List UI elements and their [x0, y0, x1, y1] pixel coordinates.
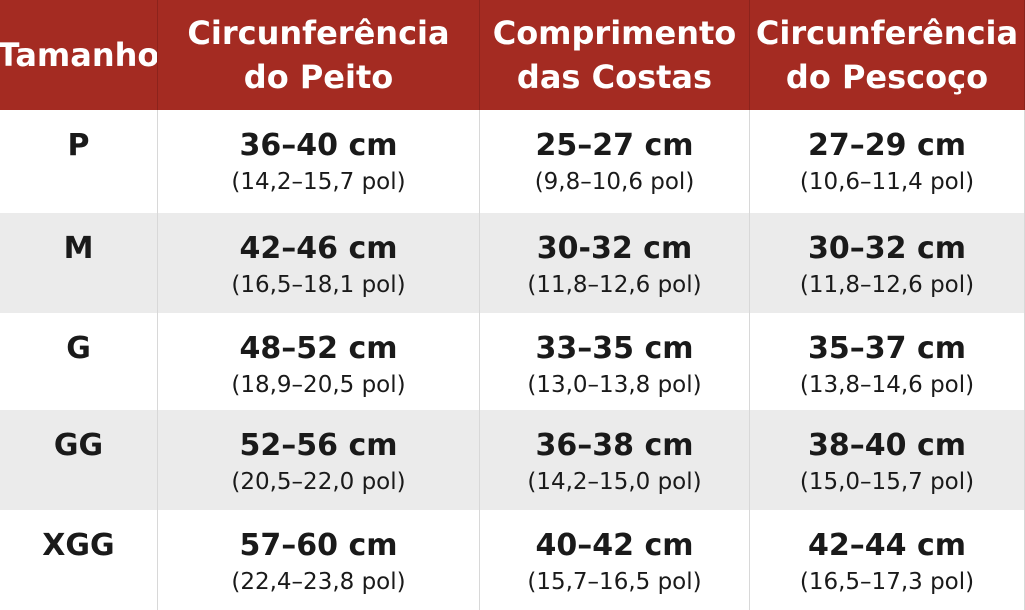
- measure-in: (13,0–13,8 pol): [527, 372, 702, 398]
- measure-cell: 38–40 cm (15,0–15,7 pol): [750, 410, 1025, 510]
- size-label: GG: [53, 428, 104, 463]
- header-text: do Pescoço: [785, 58, 989, 96]
- measure-in: (11,8–12,6 pol): [527, 272, 702, 298]
- measure-cm: 36–38 cm: [535, 428, 694, 463]
- measure-cell: 36–38 cm (14,2–15,0 pol): [480, 410, 750, 510]
- size-label: M: [63, 231, 94, 266]
- measure-cell: 27–29 cm (10,6–11,4 pol): [750, 110, 1025, 213]
- measure-cell: 42–46 cm (16,5–18,1 pol): [158, 213, 480, 313]
- measure-cm: 38–40 cm: [808, 428, 966, 463]
- header-text: Circunferência: [187, 14, 450, 52]
- measure-in: (15,7–16,5 pol): [527, 569, 702, 595]
- header-text: do Peito: [243, 58, 394, 96]
- size-cell: M: [0, 213, 158, 313]
- measure-cm: 30-32 cm: [536, 231, 693, 266]
- measure-in: (14,2–15,7 pol): [231, 169, 406, 195]
- measure-in: (18,9–20,5 pol): [231, 372, 406, 398]
- size-cell: GG: [0, 410, 158, 510]
- size-cell: XGG: [0, 510, 158, 610]
- measure-cm: 25–27 cm: [535, 128, 694, 163]
- header-text: das Costas: [516, 58, 713, 96]
- measure-in: (14,2–15,0 pol): [527, 469, 702, 495]
- measure-in: (22,4–23,8 pol): [231, 569, 406, 595]
- measure-cell: 57–60 cm (22,4–23,8 pol): [158, 510, 480, 610]
- measure-cell: 36–40 cm (14,2–15,7 pol): [158, 110, 480, 213]
- measure-cm: 27–29 cm: [808, 128, 966, 163]
- measure-cm: 30–32 cm: [808, 231, 966, 266]
- measure-cm: 42–44 cm: [808, 528, 966, 563]
- measure-cm: 33–35 cm: [535, 331, 694, 366]
- size-cell: P: [0, 110, 158, 213]
- measure-in: (15,0–15,7 pol): [799, 469, 975, 495]
- measure-cm: 42–46 cm: [239, 231, 398, 266]
- size-label: XGG: [42, 528, 115, 563]
- header-cell: Circunferência do Pescoço: [750, 0, 1025, 110]
- measure-in: (10,6–11,4 pol): [799, 169, 975, 195]
- measure-cell: 42–44 cm (16,5–17,3 pol): [750, 510, 1025, 610]
- measure-cell: 33–35 cm (13,0–13,8 pol): [480, 313, 750, 410]
- measure-in: (16,5–17,3 pol): [799, 569, 975, 595]
- measure-cm: 35–37 cm: [808, 331, 966, 366]
- measure-in: (9,8–10,6 pol): [534, 169, 695, 195]
- measure-cell: 52–56 cm (20,5–22,0 pol): [158, 410, 480, 510]
- measure-in: (13,8–14,6 pol): [799, 372, 975, 398]
- size-cell: G: [0, 313, 158, 410]
- measure-cell: 30–32 cm (11,8–12,6 pol): [750, 213, 1025, 313]
- measure-in: (16,5–18,1 pol): [231, 272, 406, 298]
- measure-cell: 40–42 cm (15,7–16,5 pol): [480, 510, 750, 610]
- header-text: Circunferência: [755, 14, 1019, 52]
- measure-cell: 25–27 cm (9,8–10,6 pol): [480, 110, 750, 213]
- measure-cm: 57–60 cm: [239, 528, 398, 563]
- header-text: Tamanho: [0, 36, 158, 74]
- header-cell: Comprimento das Costas: [480, 0, 750, 110]
- measure-cell: 48–52 cm (18,9–20,5 pol): [158, 313, 480, 410]
- measure-in: (11,8–12,6 pol): [799, 272, 975, 298]
- measure-cell: 35–37 cm (13,8–14,6 pol): [750, 313, 1025, 410]
- header-cell: Circunferência do Peito: [158, 0, 480, 110]
- header-cell: Tamanho: [0, 0, 158, 110]
- measure-cell: 30-32 cm (11,8–12,6 pol): [480, 213, 750, 313]
- measure-in: (20,5–22,0 pol): [231, 469, 406, 495]
- measure-cm: 48–52 cm: [239, 331, 398, 366]
- measure-cm: 36–40 cm: [239, 128, 398, 163]
- header-text: Comprimento: [492, 14, 737, 52]
- size-label: G: [66, 331, 91, 366]
- measure-cm: 52–56 cm: [239, 428, 398, 463]
- measure-cm: 40–42 cm: [535, 528, 694, 563]
- size-label: P: [67, 128, 90, 163]
